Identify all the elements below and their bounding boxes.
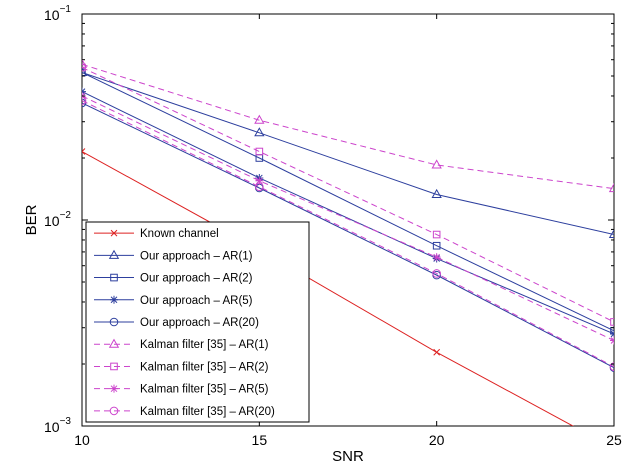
axis-ticks: 10 15 20 25 10−1 10−2 10−3 — [44, 4, 622, 448]
legend-label-7: Kalman filter [35] – AR(2) — [140, 361, 269, 373]
legend-marker-8 — [110, 384, 118, 393]
series-line-1 — [82, 151, 574, 426]
legend-marker-2 — [108, 249, 120, 259]
legend-marker-3 — [110, 273, 118, 282]
series-3-point — [432, 241, 441, 250]
x-tick-label: 20 — [429, 432, 445, 448]
series-9-point — [432, 269, 441, 278]
legend-marker-9 — [109, 406, 119, 416]
series-2-point — [82, 66, 88, 77]
legend-label-5: Our approach – AR(20) — [140, 317, 259, 329]
legend-label-6: Kalman filter [35] – AR(1) — [140, 339, 269, 351]
legend-label-8: Kalman filter [35] – AR(5) — [140, 384, 269, 396]
series-8-point — [610, 336, 614, 345]
series-9-point — [82, 96, 87, 105]
legend-marker-7 — [110, 362, 118, 371]
series-line-4 — [82, 91, 614, 335]
y-tick-label: 10−3 — [44, 416, 71, 435]
series-3-point — [610, 326, 614, 335]
series-7-point — [255, 147, 264, 156]
series-9-point — [609, 362, 614, 372]
series-2-point — [254, 127, 265, 137]
y-tick-label: 10−2 — [44, 210, 71, 229]
legend-label-3: Our approach – AR(2) — [140, 273, 253, 285]
series-8-point — [255, 176, 264, 185]
series-6-point — [82, 58, 88, 68]
series-2-point — [608, 228, 614, 239]
series-line-7 — [82, 67, 614, 323]
legend-label-9: Kalman filter [35] – AR(20) — [140, 406, 275, 418]
series-line-9 — [82, 100, 614, 368]
x-tick-label: 25 — [606, 432, 622, 448]
series-line-3 — [82, 72, 614, 332]
series-2-point — [431, 188, 442, 198]
series-lines — [82, 58, 614, 426]
series-6-point — [431, 159, 442, 169]
y-tick-label: 10−1 — [44, 4, 71, 23]
series-line-8 — [82, 95, 614, 341]
series-3-point — [82, 68, 86, 77]
series-9-point — [255, 182, 264, 192]
series-6-point — [254, 114, 265, 124]
legend: Known channel Our approach – AR(1) Our app… — [85, 221, 310, 423]
plot-clip-group — [82, 58, 614, 426]
series-6-point — [608, 183, 614, 193]
series-7-point — [610, 318, 614, 326]
series-line-2 — [82, 72, 614, 236]
legend-marker-1 — [110, 229, 118, 237]
series-8-point — [432, 253, 441, 262]
series-line-5 — [82, 102, 614, 369]
x-axis-title: SNR — [332, 448, 364, 465]
x-tick-label: 15 — [252, 432, 268, 448]
legend-label-1: Known channel — [140, 228, 219, 240]
series-1-point — [82, 148, 86, 155]
legend-label-2: Our approach – AR(1) — [140, 250, 253, 262]
series-line-6 — [82, 63, 614, 190]
legend-marker-4 — [110, 295, 118, 304]
x-tick-label: 10 — [74, 432, 90, 448]
legend-label-4: Our approach – AR(5) — [140, 295, 253, 307]
series-7-point — [432, 230, 441, 239]
series-7-point — [82, 63, 86, 72]
series-1-point — [433, 348, 441, 356]
legend-marker-6 — [108, 338, 120, 348]
y-axis-title: BER — [23, 204, 40, 235]
legend-marker-5 — [109, 317, 119, 327]
